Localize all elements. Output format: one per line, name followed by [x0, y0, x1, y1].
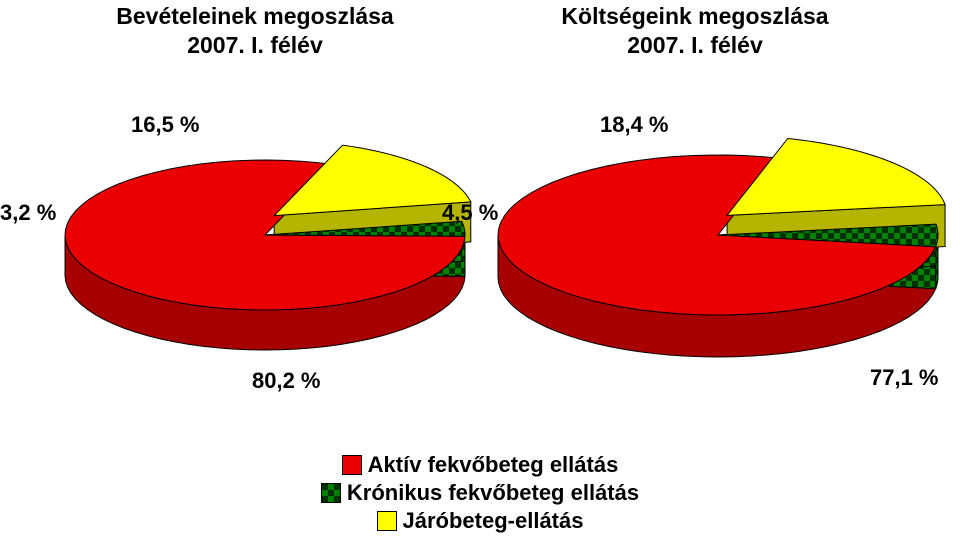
pct-label-aktiv: 80,2 %	[252, 368, 321, 394]
legend-item-jarobeteg: Járóbeteg-ellátás	[0, 508, 960, 534]
title-right-line2: 2007. I. félév	[627, 32, 763, 58]
pct-label-kronikus: 4,5 %	[442, 200, 498, 226]
legend-item-kronikus: Krónikus fekvőbeteg ellátás	[0, 480, 960, 506]
legend: Aktív fekvőbeteg ellátás Krónikus fekvőb…	[0, 450, 960, 536]
pct-label-jarobeteg: 18,4 %	[600, 112, 669, 138]
title-right-line1: Költségeink megoszlása	[561, 3, 828, 29]
legend-item-aktiv: Aktív fekvőbeteg ellátás	[0, 452, 960, 478]
legend-swatch-jarobeteg	[377, 511, 397, 531]
pct-label-kronikus: 3,2 %	[0, 200, 56, 226]
legend-text-aktiv: Aktív fekvőbeteg ellátás	[368, 452, 619, 477]
pct-label-jarobeteg: 16,5 %	[131, 112, 200, 138]
title-left: Bevételeinek megoszlása 2007. I. félév	[90, 2, 420, 60]
title-left-line1: Bevételeinek megoszlása	[116, 3, 393, 29]
title-left-line2: 2007. I. félév	[187, 32, 323, 58]
title-right: Költségeink megoszlása 2007. I. félév	[530, 2, 860, 60]
legend-text-jarobeteg: Járóbeteg-ellátás	[403, 508, 584, 533]
legend-swatch-aktiv	[342, 455, 362, 475]
legend-text-kronikus: Krónikus fekvőbeteg ellátás	[347, 480, 639, 505]
legend-swatch-kronikus	[321, 483, 341, 503]
pct-label-aktiv: 77,1 %	[870, 365, 939, 391]
